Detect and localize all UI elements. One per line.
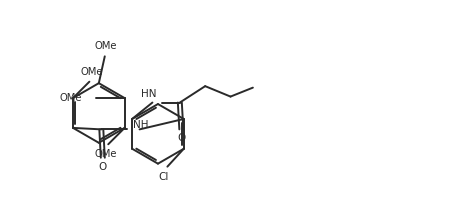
Text: O: O: [177, 133, 186, 143]
Text: OMe: OMe: [94, 41, 116, 51]
Text: OMe: OMe: [60, 93, 82, 103]
Text: Cl: Cl: [158, 171, 169, 182]
Text: O: O: [99, 162, 107, 172]
Text: OMe: OMe: [95, 149, 117, 159]
Text: HN: HN: [141, 89, 156, 99]
Text: NH: NH: [133, 120, 149, 130]
Text: OMe: OMe: [81, 67, 103, 77]
